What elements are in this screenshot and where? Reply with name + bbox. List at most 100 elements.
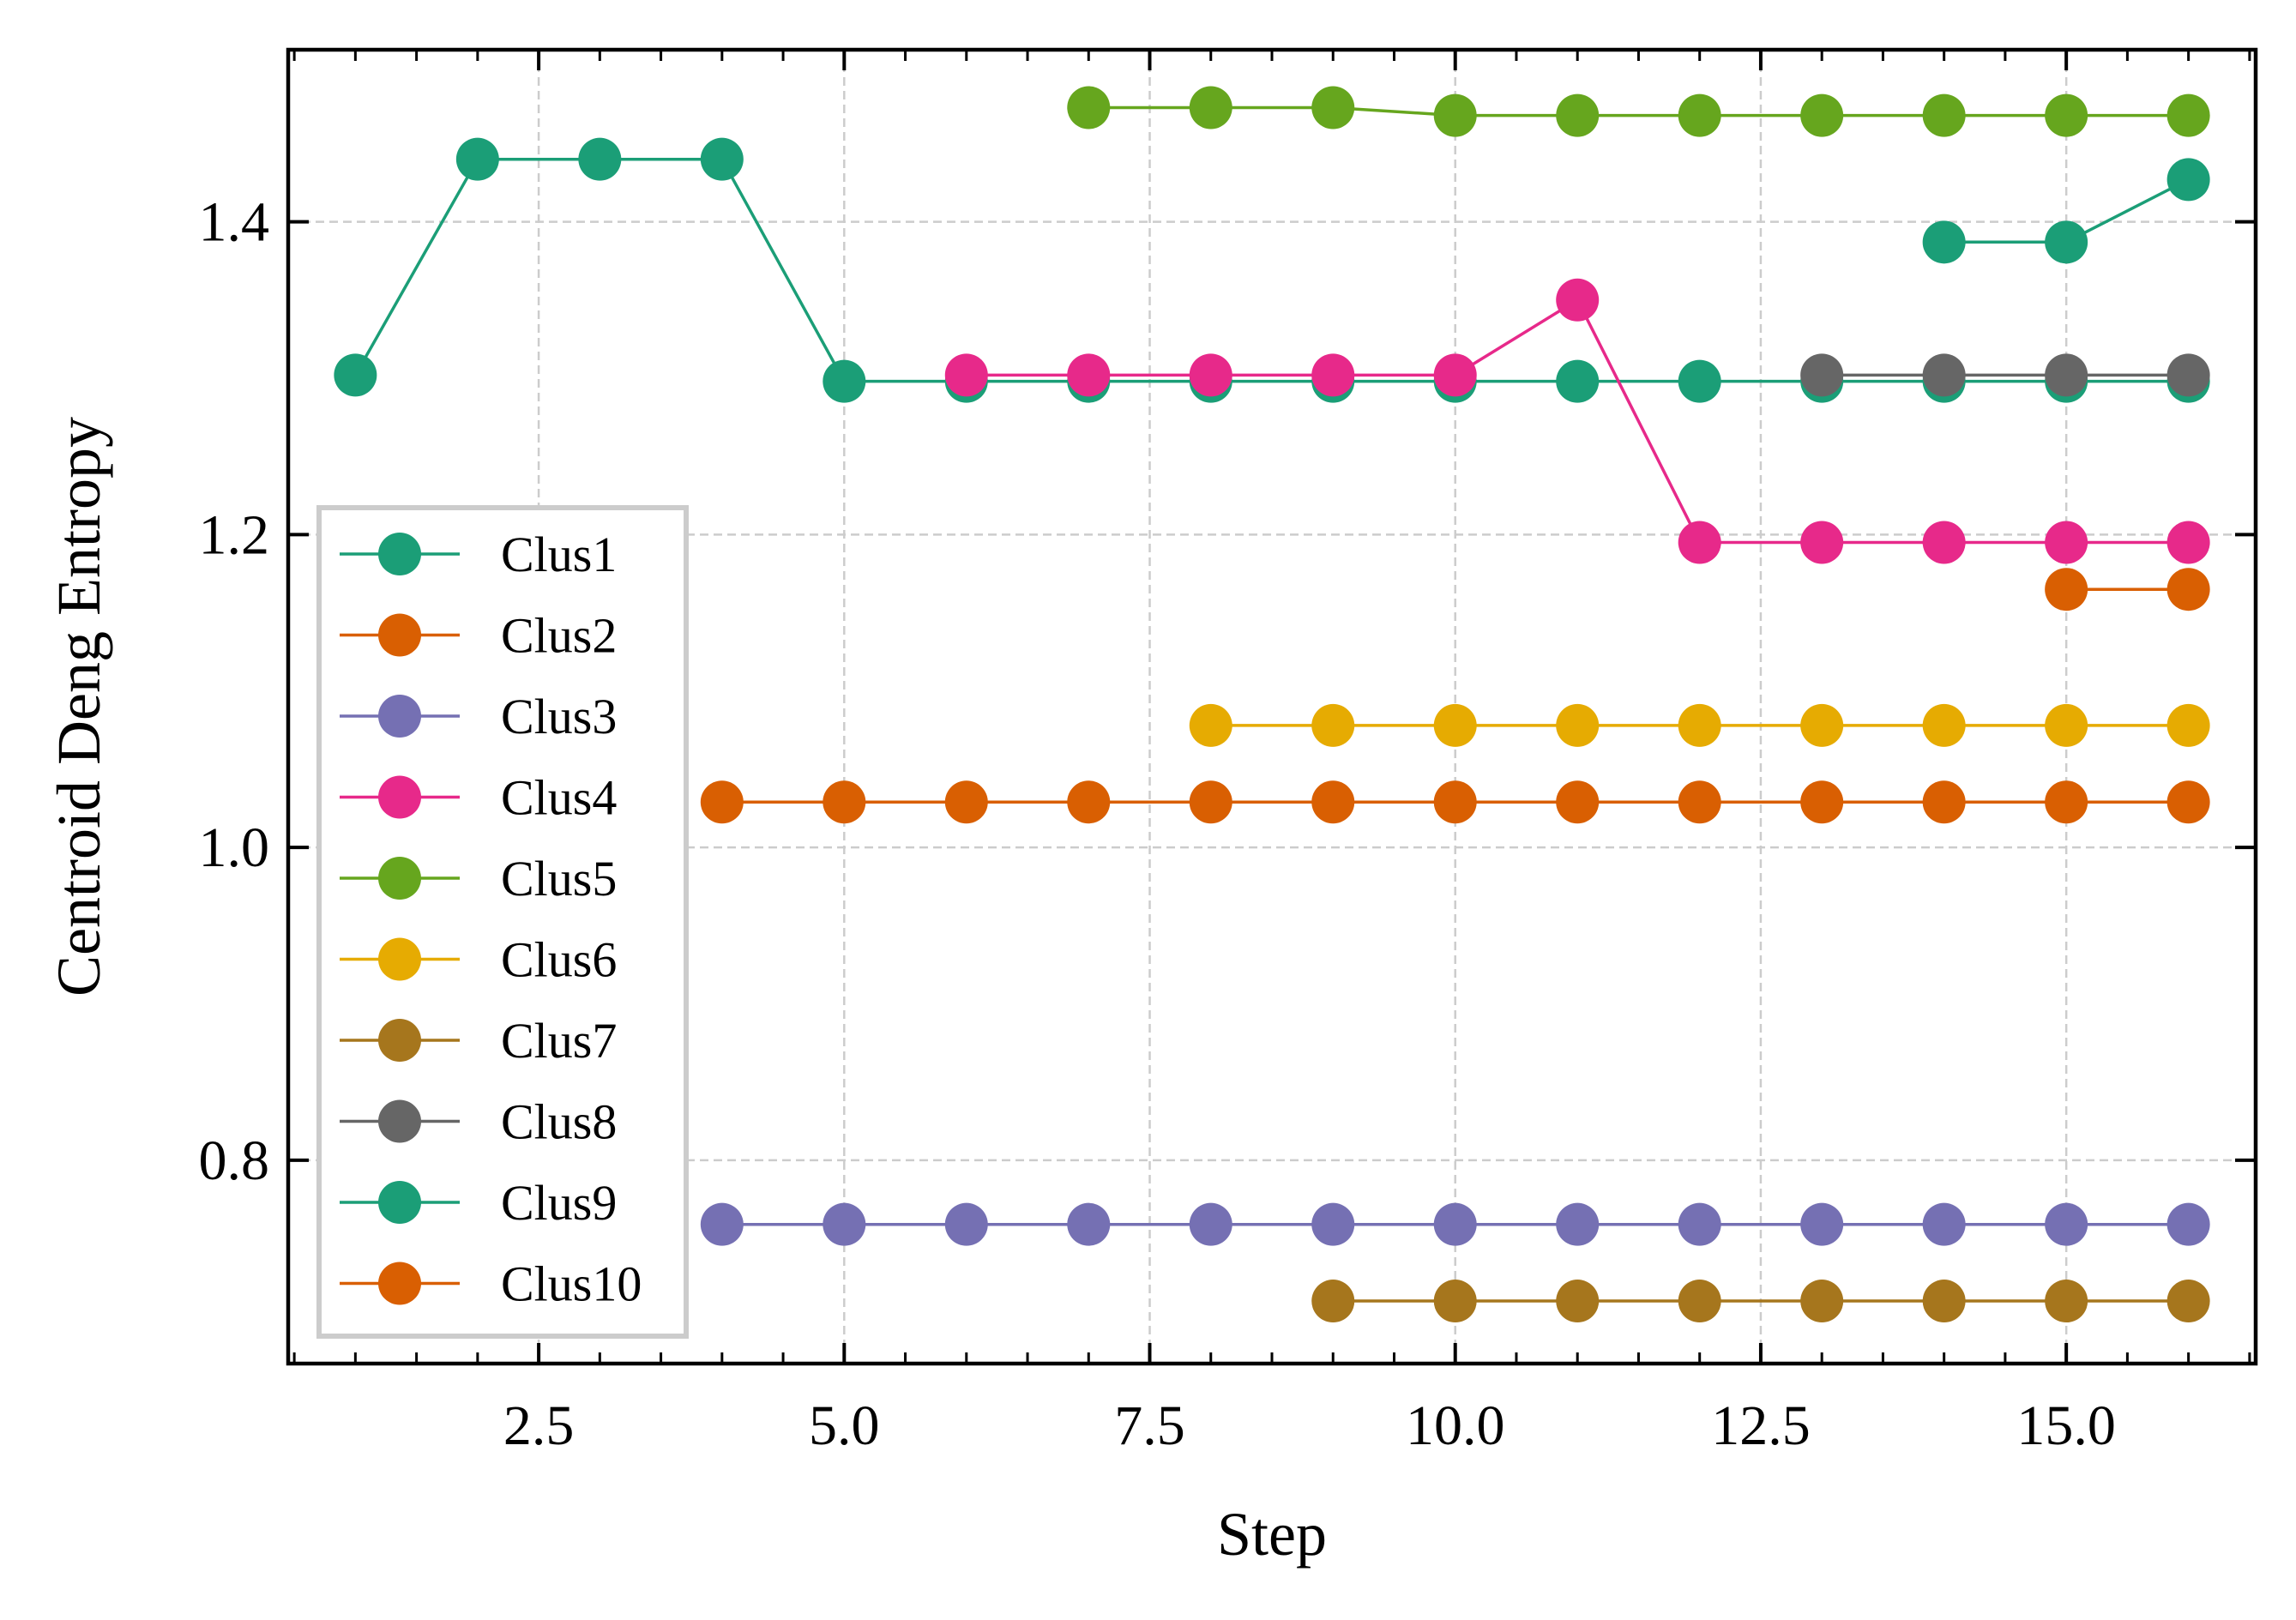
data-point [1800,353,1844,397]
legend-marker [378,937,421,981]
data-point [2045,220,2088,264]
data-point [1678,703,1721,747]
data-point [1922,1202,1966,1246]
data-point [1800,93,1844,137]
data-point [2166,353,2210,397]
data-point [1189,780,1232,824]
data-point [1678,93,1721,137]
data-point [1678,1202,1721,1246]
legend-label: Clus5 [501,851,617,906]
data-point [2045,780,2088,824]
data-point [1311,780,1355,824]
data-point [2045,353,2088,397]
data-point [823,359,866,403]
legend-marker [378,695,421,738]
legend-label: Clus10 [501,1256,642,1312]
data-point [1067,353,1111,397]
data-point [944,353,988,397]
data-point [2045,93,2088,137]
data-point [2166,780,2210,824]
x-tick-label: 12.5 [1711,1394,1811,1457]
data-point [1311,1202,1355,1246]
data-point [700,780,744,824]
data-point [1556,278,1600,322]
data-point [2045,1202,2088,1246]
data-point [1067,780,1111,824]
data-point [2166,568,2210,611]
legend-item-clus1: Clus1 [340,527,617,582]
series-clus5 [1067,86,2210,137]
data-point [2166,1202,2210,1246]
data-point [1067,1202,1111,1246]
data-point [2166,703,2210,747]
legend-item-clus10: Clus10 [340,1256,642,1312]
legend-label: Clus2 [501,608,617,664]
data-point [1678,359,1721,403]
legend-item-clus2: Clus2 [340,608,617,664]
series-clus8 [1800,353,2210,397]
data-point [700,1202,744,1246]
data-point [1800,521,1844,564]
legend-item-clus6: Clus6 [340,932,617,988]
data-point [334,353,377,397]
y-tick-label: 1.0 [199,816,270,879]
data-point [1067,86,1111,129]
y-tick-label: 1.4 [199,191,270,254]
legend-item-clus9: Clus9 [340,1175,617,1231]
data-point [1311,1280,1355,1323]
legend-item-clus4: Clus4 [340,770,617,826]
data-point [1433,1202,1477,1246]
data-point [1433,703,1477,747]
data-point [1678,1280,1721,1323]
legend-marker [378,1019,421,1062]
data-point [1189,86,1232,129]
legend-item-clus8: Clus8 [340,1094,617,1150]
data-point [2166,158,2210,202]
data-point [1433,93,1477,137]
data-point [1922,1280,1966,1323]
legend-label: Clus4 [501,770,617,826]
series-clus10 [2045,568,2210,611]
data-point [1800,780,1844,824]
data-point [1922,521,1966,564]
data-point [578,137,622,181]
legend-label: Clus7 [501,1013,617,1069]
data-point [1800,703,1844,747]
legend-label: Clus1 [501,527,617,582]
data-point [1556,1280,1600,1323]
data-point [2166,1280,2210,1323]
data-point [1922,703,1966,747]
series-clus3 [700,1202,2210,1246]
x-axis-label: Step [1217,1500,1327,1569]
series-clus7 [1311,1280,2210,1323]
legend-label: Clus9 [501,1175,617,1231]
legend-label: Clus6 [501,932,617,988]
data-point [1556,780,1600,824]
legend-label: Clus3 [501,689,617,744]
data-point [2045,568,2088,611]
series-clus2 [700,780,2210,824]
data-point [1800,1202,1844,1246]
data-point [1433,780,1477,824]
series-line [1088,105,2189,117]
data-point [1922,220,1966,264]
legend-marker [378,857,421,900]
data-point [1556,703,1600,747]
data-point [2166,521,2210,564]
data-point [1433,353,1477,397]
y-tick-label: 0.8 [199,1129,270,1192]
data-point [1922,780,1966,824]
series-clus4 [944,278,2210,564]
data-point [1556,93,1600,137]
data-point [1922,353,1966,397]
data-point [2045,521,2088,564]
data-point [1433,1280,1477,1323]
legend-marker [378,533,421,575]
data-point [1556,359,1600,403]
legend-box [316,505,689,1339]
data-point [823,780,866,824]
data-point [1311,703,1355,747]
axes: 2.5 5.0 7.5 10.0 12.5 15.0 0.8 1.0 1.2 1.4 [199,50,2256,1457]
series-clus9 [1922,158,2210,264]
